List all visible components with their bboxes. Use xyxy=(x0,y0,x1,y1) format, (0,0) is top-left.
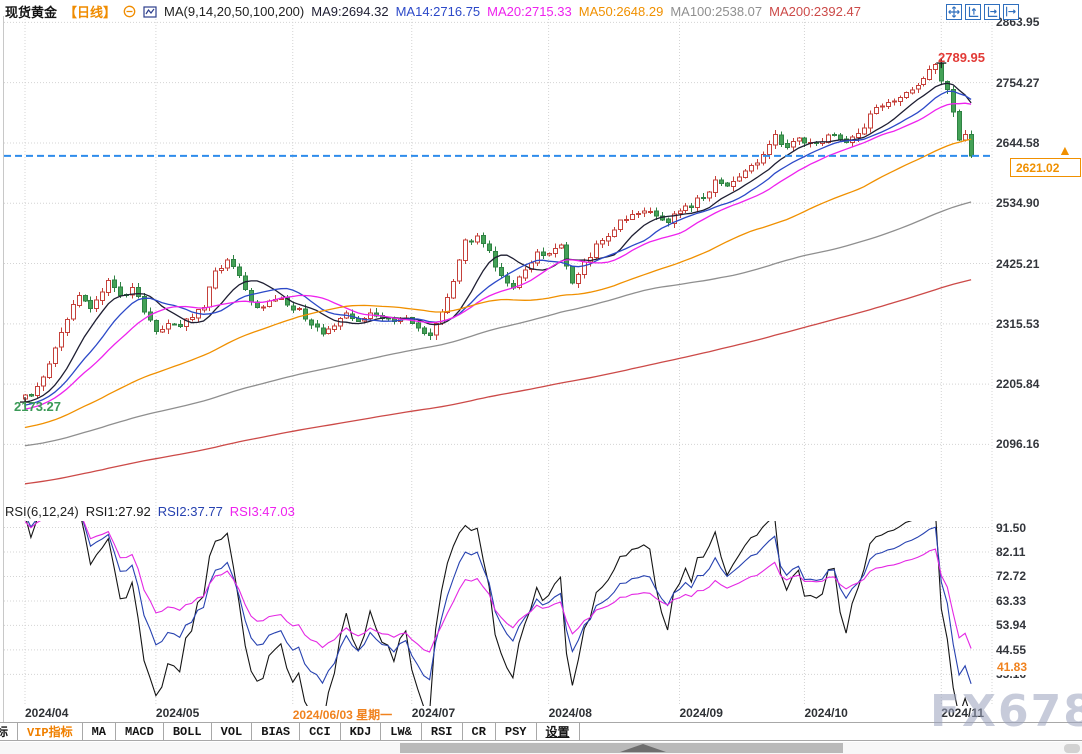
zoom-y-axis-icon[interactable] xyxy=(965,4,981,20)
indicator-tab-PSY[interactable]: PSY xyxy=(496,723,537,740)
indicator-tab-CCI[interactable]: CCI xyxy=(300,723,341,740)
high-annotation-label: 2789.95 xyxy=(938,50,985,65)
low-annotation-label: 2173.27 xyxy=(14,399,61,414)
indicator-tab-KDJ[interactable]: KDJ xyxy=(341,723,382,740)
indicator-tab-CR[interactable]: CR xyxy=(463,723,496,740)
price-up-arrow-icon: ▲ xyxy=(1058,142,1072,158)
indicator-toolbar: 标 VIP指标MAMACDBOLLVOLBIASCCIKDJLW&RSICRPS… xyxy=(0,722,1082,741)
indicator-tab-设置[interactable]: 设置 xyxy=(537,723,580,740)
indicator-settings-icon[interactable] xyxy=(143,5,157,18)
indicator-tab-VIP指标[interactable]: VIP指标 xyxy=(18,723,83,740)
rsi-legend-item: RSI1:27.92 xyxy=(85,504,151,519)
indicator-tab-MA[interactable]: MA xyxy=(83,723,117,740)
indicator-tab-BIAS[interactable]: BIAS xyxy=(252,723,301,740)
shift-chart-right-icon[interactable] xyxy=(1003,4,1019,20)
ma-legend-item: MA14:2716.75 xyxy=(395,4,481,19)
indicator-tab-RSI[interactable]: RSI xyxy=(422,723,463,740)
zoom-x-axis-icon[interactable] xyxy=(984,4,1000,20)
bottom-scrollbar-track[interactable] xyxy=(0,742,1082,754)
indicator-tab-LW&[interactable]: LW& xyxy=(381,723,422,740)
indicator-tab-BOLL[interactable]: BOLL xyxy=(164,723,212,740)
rsi-legend: RSI(6,12,24) RSI1:27.92 RSI2:37.77 RSI3:47… xyxy=(5,504,295,519)
indicator-tab-clipped[interactable]: 标 xyxy=(0,723,18,740)
last-price-label: 2621.02 xyxy=(1010,158,1081,177)
indicator-tab-MACD[interactable]: MACD xyxy=(116,723,164,740)
ma-legend-item: MA9:2694.32 xyxy=(311,4,389,19)
rsi-caption: RSI(6,12,24) xyxy=(5,504,79,519)
ma-legend-item: MA100:2538.07 xyxy=(670,4,763,19)
ma-legend-item: MA20:2715.33 xyxy=(487,4,572,19)
minus-circle-icon[interactable] xyxy=(123,5,136,18)
fx678-watermark: FX678 xyxy=(930,686,1082,737)
pan-move-icon[interactable] xyxy=(946,4,962,20)
rsi-legend-item: RSI2:37.77 xyxy=(157,504,223,519)
chart-toolbar-icons xyxy=(946,4,1019,20)
ma-legend-item: MA50:2648.29 xyxy=(578,4,664,19)
ma-caption: MA(9,14,20,50,100,200) xyxy=(164,4,305,19)
rsi-legend-item: RSI3:47.03 xyxy=(229,504,295,519)
ma-legend-item: MA200:2392.47 xyxy=(769,4,861,19)
symbol-name: 现货黄金 xyxy=(5,5,58,20)
main-chart-legend: 现货黄金 【日线】 MA(9,14,20,50,100,200) MA9:269… xyxy=(5,2,861,21)
period-label: 【日线】 xyxy=(64,5,117,20)
collapse-arrow-icon[interactable] xyxy=(620,744,666,752)
indicator-tab-VOL[interactable]: VOL xyxy=(212,723,253,740)
scrollbar-corner xyxy=(1064,744,1080,753)
rsi-current-value-label: 41.83 xyxy=(996,660,1031,675)
